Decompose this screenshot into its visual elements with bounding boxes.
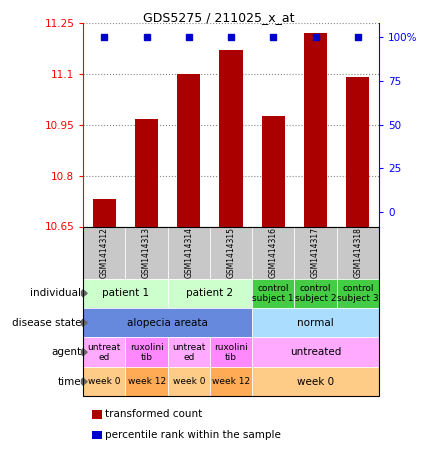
Text: GSM1414312: GSM1414312 xyxy=(100,227,109,278)
Text: individual: individual xyxy=(30,288,81,299)
Text: untreat
ed: untreat ed xyxy=(172,342,205,362)
Text: week 0: week 0 xyxy=(88,377,120,386)
Text: control
subject 2: control subject 2 xyxy=(295,284,336,303)
Text: control
subject 3: control subject 3 xyxy=(337,284,378,303)
Text: patient 1: patient 1 xyxy=(102,288,149,299)
Text: ruxolini
tib: ruxolini tib xyxy=(214,342,248,362)
Text: percentile rank within the sample: percentile rank within the sample xyxy=(105,430,281,440)
Text: disease state: disease state xyxy=(11,318,81,328)
Text: time: time xyxy=(57,376,81,387)
Text: alopecia areata: alopecia areata xyxy=(127,318,208,328)
Text: week 12: week 12 xyxy=(127,377,166,386)
Text: control
subject 1: control subject 1 xyxy=(252,284,294,303)
Text: GSM1414314: GSM1414314 xyxy=(184,227,193,278)
Text: GSM1414316: GSM1414316 xyxy=(269,227,278,278)
Bar xyxy=(219,50,243,226)
Text: GSM1414315: GSM1414315 xyxy=(226,227,236,278)
Bar xyxy=(261,116,285,226)
Text: week 0: week 0 xyxy=(173,377,205,386)
Text: week 12: week 12 xyxy=(212,377,250,386)
Bar xyxy=(346,77,369,226)
Text: untreat
ed: untreat ed xyxy=(88,342,121,362)
Bar xyxy=(304,33,327,226)
Text: GSM1414317: GSM1414317 xyxy=(311,227,320,278)
Text: GSM1414318: GSM1414318 xyxy=(353,227,362,278)
Bar xyxy=(93,199,116,226)
Text: GSM1414313: GSM1414313 xyxy=(142,227,151,278)
Text: GDS5275 / 211025_x_at: GDS5275 / 211025_x_at xyxy=(143,11,295,24)
Bar xyxy=(177,74,201,226)
Bar xyxy=(135,119,158,226)
Text: agent: agent xyxy=(51,347,81,357)
Text: untreated: untreated xyxy=(290,347,341,357)
Text: week 0: week 0 xyxy=(297,376,334,387)
Text: normal: normal xyxy=(297,318,334,328)
Text: transformed count: transformed count xyxy=(105,410,202,419)
Text: ruxolini
tib: ruxolini tib xyxy=(130,342,163,362)
Text: patient 2: patient 2 xyxy=(186,288,233,299)
